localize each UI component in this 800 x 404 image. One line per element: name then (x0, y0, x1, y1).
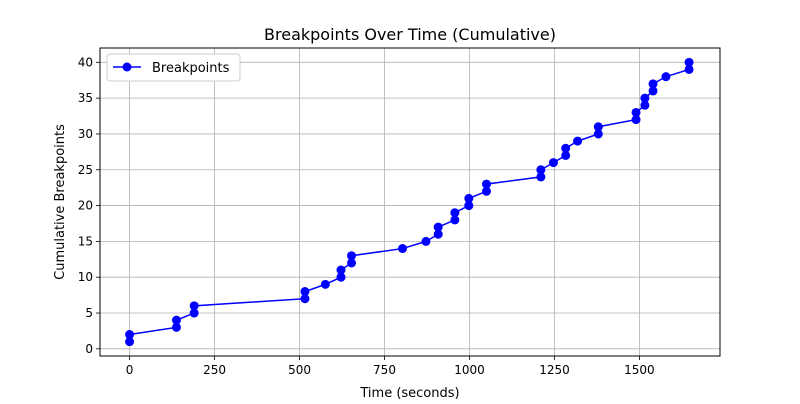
data-point (171, 315, 181, 325)
data-point (189, 308, 199, 318)
x-tick-label: 1250 (539, 363, 570, 377)
legend-label-breakpoints: Breakpoints (152, 61, 230, 76)
data-point (561, 143, 571, 153)
x-tick-label: 0 (126, 363, 134, 377)
x-tick-label: 1500 (624, 363, 655, 377)
x-axis-label: Time (seconds) (359, 386, 459, 400)
y-tick-label: 10 (78, 270, 93, 284)
data-point (347, 251, 357, 261)
data-point (125, 330, 135, 340)
y-axis-label: Cumulative Breakpoints (53, 124, 68, 280)
data-point (481, 179, 491, 189)
x-tick-label: 1000 (454, 363, 485, 377)
data-point (347, 258, 357, 268)
y-tick-label: 0 (85, 342, 93, 356)
data-point (464, 201, 474, 211)
x-tick-label: 750 (373, 363, 396, 377)
data-point (648, 86, 658, 96)
data-point (573, 136, 583, 146)
y-tick-label: 20 (78, 199, 93, 213)
legend: Breakpoints (106, 53, 241, 82)
data-point (640, 100, 650, 110)
data-point (481, 186, 491, 196)
data-point (433, 229, 443, 239)
chart-title: Breakpoints Over Time (Cumulative) (264, 25, 556, 44)
x-tick-label: 500 (288, 363, 311, 377)
data-point (336, 265, 346, 275)
data-point (648, 79, 658, 89)
data-point (631, 107, 641, 117)
axis-ticks: 0 250 500 750 1000 1250 1500 0 5 10 15 20 25 30 35 40 (78, 55, 655, 377)
grid (100, 48, 720, 356)
legend-marker-swatch (122, 62, 132, 72)
data-point (561, 150, 571, 160)
legend-box (106, 53, 241, 82)
data-point (189, 301, 199, 311)
data-point (640, 93, 650, 103)
y-tick-label: 25 (78, 163, 93, 177)
data-point (125, 337, 135, 347)
data-point (548, 158, 558, 168)
data-point (300, 287, 310, 297)
data-point (684, 57, 694, 67)
data-point (398, 244, 408, 254)
data-point (320, 279, 330, 289)
x-tick-label: 250 (203, 363, 226, 377)
data-point (421, 236, 431, 246)
series-layer (125, 57, 694, 347)
data-point (464, 193, 474, 203)
data-point (433, 222, 443, 232)
data-point (171, 322, 181, 332)
y-tick-label: 30 (78, 127, 93, 141)
y-tick-label: 40 (78, 55, 93, 69)
plot-frame (99, 47, 721, 357)
data-point (684, 64, 694, 74)
data-point (300, 294, 310, 304)
data-point (593, 122, 603, 132)
data-point (631, 115, 641, 125)
data-point (593, 129, 603, 139)
data-point (450, 208, 460, 218)
data-point (450, 215, 460, 225)
data-point (661, 72, 671, 82)
y-tick-label: 15 (78, 234, 93, 248)
data-point (536, 165, 546, 175)
y-tick-label: 5 (85, 306, 93, 320)
data-point (536, 172, 546, 182)
y-tick-label: 35 (78, 91, 93, 105)
data-point (336, 272, 346, 282)
